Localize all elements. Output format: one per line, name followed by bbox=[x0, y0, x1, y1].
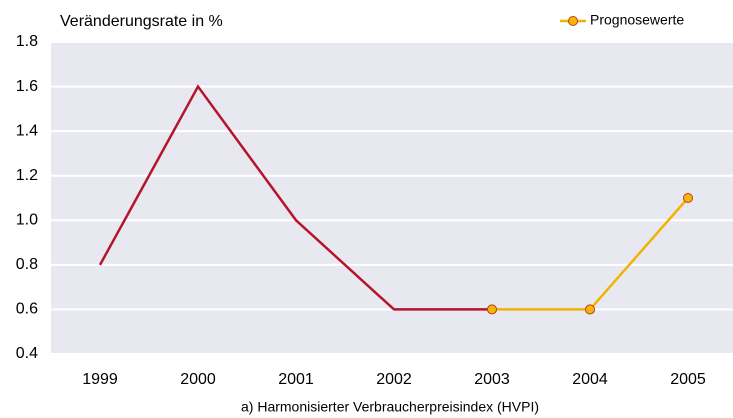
y-tick-label: 1.4 bbox=[16, 122, 38, 139]
y-tick-label: 1.8 bbox=[16, 33, 38, 50]
y-tick-label: 0.4 bbox=[16, 345, 38, 362]
x-tick-label: 2005 bbox=[670, 371, 706, 388]
x-tick-label: 2002 bbox=[376, 371, 412, 388]
x-tick-label: 1999 bbox=[82, 371, 118, 388]
y-tick-label: 1.0 bbox=[16, 212, 38, 229]
y-tick-label: 1.6 bbox=[16, 78, 38, 95]
plot-area bbox=[51, 42, 733, 354]
x-tick-label: 2000 bbox=[180, 371, 216, 388]
legend-marker bbox=[568, 16, 578, 26]
marker bbox=[487, 304, 497, 315]
x-tick-label: 2004 bbox=[572, 371, 608, 388]
series-line bbox=[98, 84, 492, 311]
marker bbox=[585, 304, 595, 315]
marker bbox=[683, 193, 693, 203]
y-tick-label: 0.8 bbox=[16, 256, 38, 273]
y-tick-label: 1.2 bbox=[16, 167, 38, 184]
x-axis-label: a) Harmonisierter Verbraucherpreisindex … bbox=[241, 399, 539, 415]
y-axis-label: Veränderungsrate in % bbox=[60, 13, 223, 30]
y-tick-label: 0.6 bbox=[16, 301, 38, 318]
x-tick-label: 2001 bbox=[278, 371, 314, 388]
legend-label: Prognosewerte bbox=[590, 12, 684, 28]
x-tick-label: 2003 bbox=[474, 371, 510, 388]
